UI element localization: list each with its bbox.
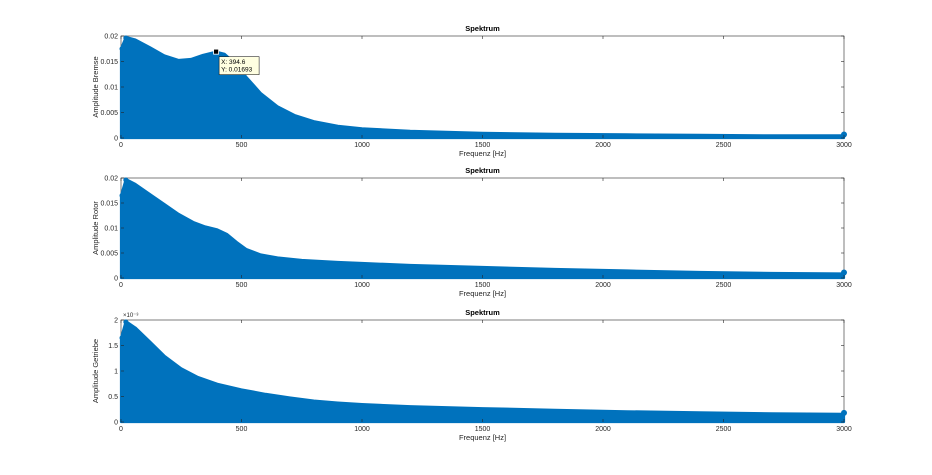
x-axis-label: Frequenz [Hz] bbox=[459, 289, 506, 298]
series-start-marker bbox=[119, 46, 125, 52]
subplot-2: 0 500 1000 1500 2000 2500 3000 0 0.005 0.01 0.015 0… bbox=[91, 166, 852, 298]
x-tick-label: 3000 bbox=[836, 282, 852, 289]
plot-title: Spektrum bbox=[465, 24, 500, 33]
datatip-box bbox=[218, 56, 260, 75]
subplot-3: 0 500 1000 1500 2000 2500 3000 0 0.5 1 1.5 2 ×10⁻³ Sp… bbox=[91, 308, 852, 442]
y-exponent-label: ×10⁻³ bbox=[123, 313, 138, 319]
y-axis-label: Amplitude Getriebe bbox=[91, 339, 100, 403]
y-tick-label: 1 bbox=[114, 369, 118, 376]
x-tick-label: 1500 bbox=[475, 426, 491, 433]
x-tick-label: 2500 bbox=[716, 426, 732, 433]
series-start-marker bbox=[119, 335, 125, 341]
x-tick-label: 2000 bbox=[595, 142, 611, 149]
series-peak-marker bbox=[123, 319, 129, 325]
x-tick-label: 1000 bbox=[354, 426, 370, 433]
x-axis-label: Frequenz [Hz] bbox=[459, 149, 506, 158]
x-tick-label: 2500 bbox=[716, 142, 732, 149]
plot-title: Spektrum bbox=[465, 308, 500, 317]
datatip-marker[interactable] bbox=[213, 48, 219, 55]
spectrum-area-2 bbox=[119, 177, 846, 280]
x-tick-label: 0 bbox=[119, 142, 123, 149]
x-tick-label: 3000 bbox=[836, 426, 852, 433]
y-tick-label: 0.005 bbox=[100, 110, 118, 117]
series-peak-marker bbox=[123, 35, 129, 41]
datatip-y: Y: 0.01693 bbox=[221, 67, 252, 74]
series-end-marker bbox=[841, 131, 847, 138]
y-tick-label: 0.02 bbox=[104, 34, 118, 41]
y-tick-label: 0.015 bbox=[100, 59, 118, 66]
y-tick-label: 0.01 bbox=[104, 85, 118, 92]
y-tick-label: 0 bbox=[114, 276, 118, 283]
y-axis-label: Amplitude Rotor bbox=[91, 201, 100, 255]
series-peak-marker bbox=[123, 177, 129, 183]
x-tick-label: 3000 bbox=[836, 142, 852, 149]
x-tick-label: 1500 bbox=[475, 282, 491, 289]
subplot-1: 0 500 1000 1500 2000 2500 3000 0 0.005 0.01 0.015 0… bbox=[91, 24, 852, 158]
series-start-marker bbox=[119, 193, 125, 198]
y-tick-label: 0.015 bbox=[100, 201, 118, 208]
x-tick-label: 2500 bbox=[716, 282, 732, 289]
x-tick-label: 500 bbox=[236, 282, 248, 289]
x-tick-label: 1000 bbox=[354, 282, 370, 289]
x-tick-label: 0 bbox=[119, 426, 123, 433]
y-tick-label: 0.01 bbox=[104, 226, 118, 233]
x-axis-label: Frequenz [Hz] bbox=[459, 433, 506, 442]
y-tick-label: 0 bbox=[114, 420, 118, 427]
y-tick-label: 1.5 bbox=[108, 343, 118, 350]
x-tick-label: 500 bbox=[236, 142, 248, 149]
x-tick-label: 1000 bbox=[354, 142, 370, 149]
y-tick-label: 0.005 bbox=[100, 251, 118, 258]
x-tick-label: 500 bbox=[236, 426, 248, 433]
datatip-x: X: 394.6 bbox=[221, 59, 246, 66]
plot-title: Spektrum bbox=[465, 166, 500, 175]
series-end-marker bbox=[841, 269, 847, 276]
x-tick-label: 2000 bbox=[595, 426, 611, 433]
x-tick-label: 0 bbox=[119, 282, 123, 289]
y-axis-label: Amplitude Bremse bbox=[91, 56, 100, 117]
datatip[interactable]: X: 394.6Y: 0.01693 bbox=[213, 48, 260, 75]
y-tick-label: 2 bbox=[114, 318, 118, 325]
y-tick-label: 0.5 bbox=[108, 394, 118, 401]
spectrum-area-1 bbox=[119, 35, 846, 140]
y-tick-label: 0 bbox=[114, 136, 118, 143]
x-tick-label: 1500 bbox=[475, 142, 491, 149]
y-tick-label: 0.02 bbox=[104, 176, 118, 183]
spectrum-area-3 bbox=[119, 319, 846, 424]
x-tick-label: 2000 bbox=[595, 282, 611, 289]
series-end-marker bbox=[841, 409, 847, 416]
